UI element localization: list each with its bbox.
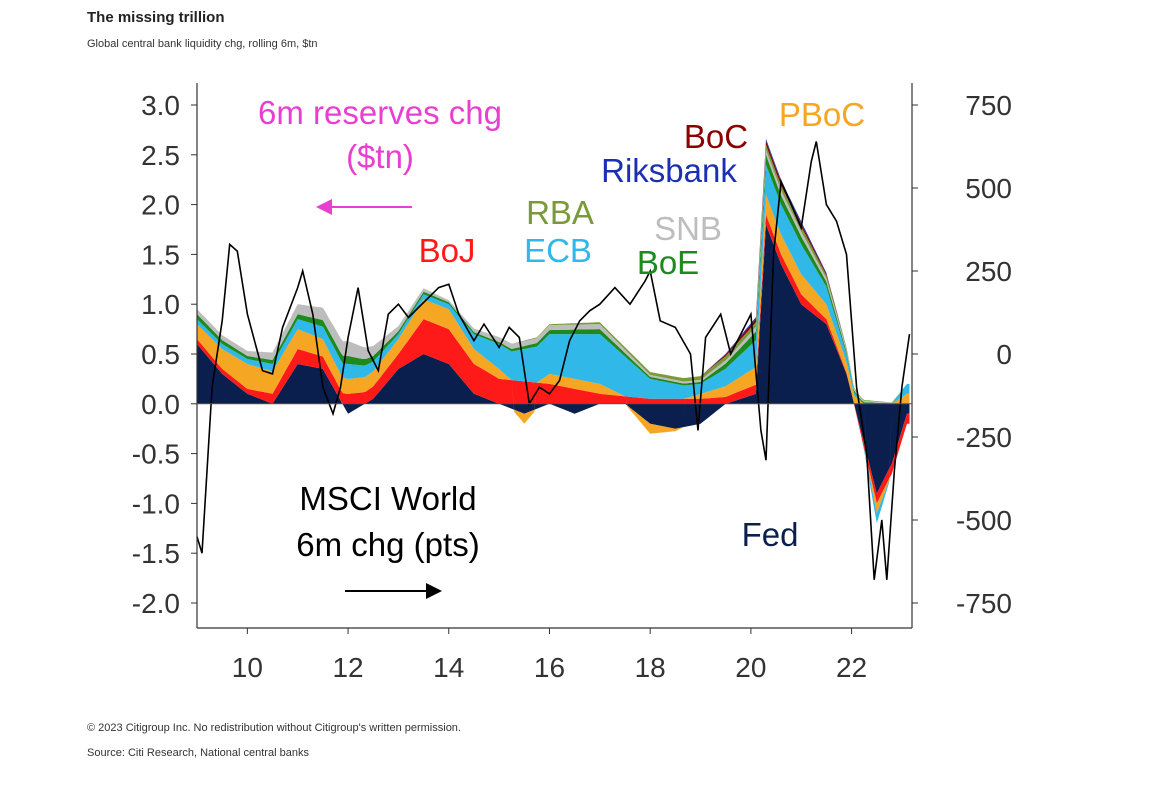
- right-tick-label: 0: [996, 339, 1012, 370]
- left-tick-label: 2.5: [141, 140, 180, 171]
- reserves-arrow-head: [316, 199, 332, 215]
- right-tick-label: -750: [956, 588, 1012, 619]
- msci-label-line2: 6m chg (pts): [296, 526, 479, 563]
- reserves-label-line2: ($tn): [346, 138, 414, 175]
- x-tick-label: 18: [635, 652, 666, 683]
- series-label-rba: RBA: [526, 194, 594, 231]
- x-tick-label: 14: [433, 652, 464, 683]
- area-ecb: [197, 164, 910, 524]
- chart-subtitle: Global central bank liquidity chg, rolli…: [87, 38, 318, 50]
- x-tick-label: 12: [332, 652, 363, 683]
- area-fed: [197, 224, 910, 494]
- series-label-snb: SNB: [654, 210, 722, 247]
- left-tick-label: -1.5: [132, 538, 180, 569]
- series-label-boc: BoC: [684, 118, 748, 155]
- right-tick-label: 750: [965, 90, 1012, 121]
- left-tick-label: 1.0: [141, 289, 180, 320]
- left-tick-label: -2.0: [132, 588, 180, 619]
- right-tick-label: 250: [965, 256, 1012, 287]
- left-tick-label: 2.0: [141, 190, 180, 221]
- left-tick-label: 1.5: [141, 239, 180, 270]
- x-tick-label: 10: [232, 652, 263, 683]
- x-tick-label: 20: [735, 652, 766, 683]
- msci-world-line: [196, 141, 911, 580]
- left-tick-label: 0.5: [141, 339, 180, 370]
- msci-label-line1: MSCI World: [299, 480, 476, 517]
- series-label-pboc: PBoC: [779, 96, 865, 133]
- left-tick-label: 3.0: [141, 90, 180, 121]
- x-tick-label: 22: [836, 652, 867, 683]
- left-tick-label: 0.0: [141, 389, 180, 420]
- left-tick-label: -1.0: [132, 488, 180, 519]
- series-label-fed: Fed: [742, 516, 799, 553]
- left-tick-label: -0.5: [132, 439, 180, 470]
- right-tick-label: -500: [956, 505, 1012, 536]
- right-tick-label: 500: [965, 173, 1012, 204]
- reserves-label-line1: 6m reserves chg: [258, 94, 502, 131]
- series-label-boj: BoJ: [419, 232, 476, 269]
- series-label-boe: BoE: [637, 244, 699, 281]
- right-tick-label: -250: [956, 422, 1012, 453]
- msci-arrow-head: [426, 583, 442, 599]
- copyright-note: © 2023 Citigroup Inc. No redistribution …: [87, 722, 461, 734]
- source-note: Source: Citi Research, National central …: [87, 747, 309, 759]
- series-label-ecb: ECB: [524, 232, 592, 269]
- series-label-riksbank: Riksbank: [601, 152, 737, 189]
- chart-title: The missing trillion: [87, 9, 225, 26]
- x-tick-label: 16: [534, 652, 565, 683]
